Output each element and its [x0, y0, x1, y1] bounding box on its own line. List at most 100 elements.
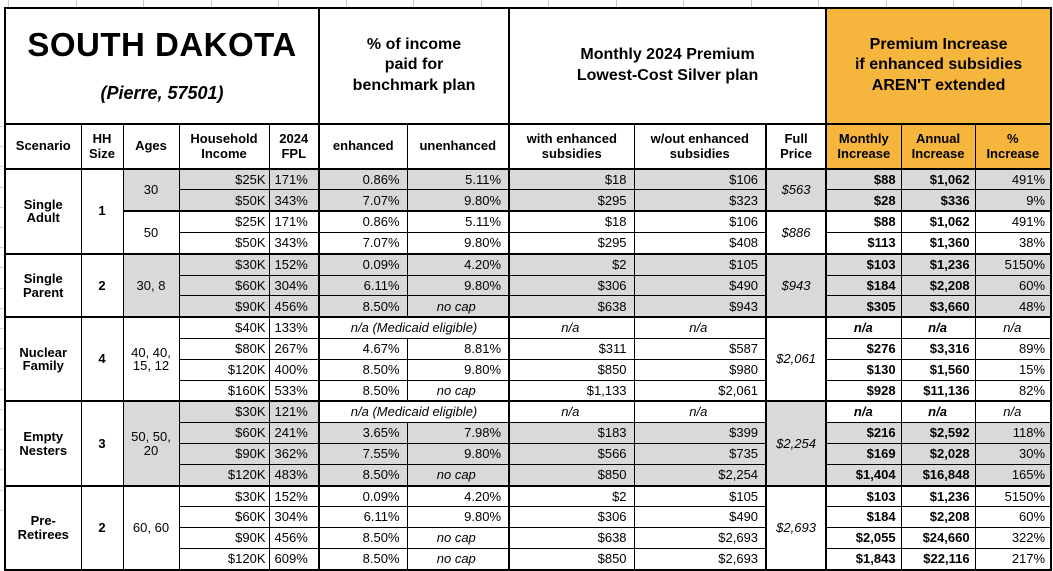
cell-unenhanced: no cap	[406, 527, 511, 549]
cell-fpl: 304%	[268, 274, 321, 297]
col-header-fpl: 2024 FPL	[268, 123, 321, 170]
cell-pct-increase: 165%	[974, 463, 1052, 487]
premium-comparison-table: SOUTH DAKOTA (Pierre, 57501) % of income…	[4, 7, 1053, 571]
cell-income: $90K	[178, 443, 270, 465]
cell-enhanced: 7.07%	[318, 232, 408, 255]
cell-enhanced: 6.11%	[318, 506, 408, 529]
table-row: SOUTH DAKOTA (Pierre, 57501) % of income…	[4, 7, 1052, 125]
cell-income: $60K	[178, 274, 270, 297]
cell-monthly-increase: $103	[825, 252, 902, 276]
cell-with-subsidies: $638	[508, 295, 635, 318]
cell-hh-size: 2	[80, 252, 124, 318]
table-row: Nuclear Family 4 40, 40, 15, 12 $40K 133% n/a…	[4, 316, 1052, 402]
cell-enhanced: 4.67%	[318, 338, 408, 360]
gridline-tick	[0, 368, 4, 370]
gridline-tick	[0, 328, 4, 329]
cell-annual-increase: $22,116	[900, 547, 976, 571]
cell-income: $80K	[178, 338, 270, 360]
gridline-tick	[885, 0, 887, 7]
cell-income: $120K	[178, 463, 270, 487]
cell-with-subsidies: $850	[508, 358, 635, 381]
cell-without-subsidies: n/a	[633, 400, 768, 424]
cell-medicaid-note: n/a (Medicaid eligible)	[318, 400, 511, 424]
cell-pct-increase: 491%	[974, 210, 1052, 234]
gridline-tick	[413, 0, 414, 7]
cell-pct-increase: n/a	[974, 316, 1052, 340]
cell-annual-increase: $16,848	[900, 463, 976, 487]
table-row: Empty Nesters 3 50, 50, 20 $30K 121% n/a (Med…	[4, 400, 1052, 487]
cell-income: $50K	[178, 232, 270, 255]
cell-unenhanced: no cap	[406, 463, 511, 487]
cell-annual-increase: $2,028	[900, 443, 976, 465]
gridline-tick	[953, 0, 954, 7]
cell-annual-increase: $1,236	[900, 484, 976, 508]
col-header-scenario: Scenario	[4, 123, 82, 170]
cell-pct-increase: 60%	[974, 506, 1052, 529]
cell-monthly-increase: n/a	[825, 400, 902, 424]
gridline-tick	[0, 146, 4, 148]
cell-without-subsidies: $2,254	[633, 463, 768, 487]
cell-without-subsidies: $106	[633, 210, 768, 234]
cell-without-subsidies: $490	[633, 506, 768, 529]
cell-monthly-increase: $305	[825, 295, 902, 318]
cell-ages: 60, 60	[122, 484, 180, 571]
cell-scenario: Nuclear Family	[4, 316, 82, 402]
col-header-unenhanced: unenhanced	[406, 123, 511, 170]
cell-unenhanced: 9.80%	[406, 443, 511, 465]
col-header-ages: Ages	[122, 123, 180, 170]
cell-annual-increase: n/a	[900, 400, 976, 424]
cell-fpl: 456%	[268, 527, 321, 549]
cell-scenario: Single Adult	[4, 167, 82, 255]
cell-pct-increase: 89%	[974, 338, 1052, 360]
cell-with-subsidies: $311	[508, 338, 635, 360]
cell-annual-increase: $24,660	[900, 527, 976, 549]
cell-unenhanced: 4.20%	[406, 252, 511, 276]
gridline-tick	[210, 0, 212, 7]
table-row: Single Parent 2 30, 8 $30K 152% 0.09% 4.20% $2 $…	[4, 252, 1052, 318]
cell-fpl: 152%	[268, 484, 321, 508]
cell-income: $30K	[178, 400, 270, 424]
cell-with-subsidies: $850	[508, 547, 635, 571]
cell-with-subsidies: n/a	[508, 316, 635, 340]
cell-fpl: 121%	[268, 400, 321, 424]
cell-income: $30K	[178, 484, 270, 508]
cell-monthly-increase: $28	[825, 189, 902, 212]
cell-without-subsidies: n/a	[633, 316, 768, 340]
gridline-tick	[480, 0, 482, 7]
cell-income: $25K	[178, 167, 270, 191]
col-header-full-price: Full Price	[765, 123, 828, 170]
table-row: Single Adult 1 30 $25K 171% 0.86% 5.11% $18 $106…	[4, 167, 1052, 255]
cell-without-subsidies: $106	[633, 167, 768, 191]
col-header-hh-size: HH Size	[80, 123, 124, 170]
table-row: 50 $25K 171% 0.86% 5.11% $18 $106 $886 $88 $1,062…	[5, 210, 1052, 255]
cell-income: $30K	[178, 252, 270, 276]
cell-without-subsidies: $490	[633, 274, 768, 297]
cell-annual-increase: $11,136	[900, 379, 976, 402]
cell-fpl: 400%	[268, 358, 321, 381]
cell-unenhanced: 9.80%	[406, 232, 511, 255]
cell-with-subsidies: $566	[508, 443, 635, 465]
col-header-without-subsidies: w/out enhanced subsidies	[633, 123, 768, 170]
cell-with-subsidies: $18	[508, 167, 635, 191]
cell-income: $25K	[178, 210, 270, 234]
gridline-tick	[615, 0, 617, 7]
cell-ages: 30	[122, 167, 180, 212]
table-body: Single Adult 1 30 $25K 171% 0.86% 5.11% $18 $106…	[4, 167, 1052, 571]
state-subtitle: (Pierre, 57501)	[100, 82, 224, 103]
cell-monthly-increase: $113	[825, 232, 902, 255]
cell-full-price: $943	[765, 252, 828, 318]
cell-monthly-increase: $1,404	[825, 463, 902, 487]
cell-enhanced: 8.50%	[318, 379, 408, 402]
cell-annual-increase: $2,208	[900, 274, 976, 297]
gridline-tick	[1020, 0, 1022, 7]
cell-enhanced: 8.50%	[318, 463, 408, 487]
cell-fpl: 533%	[268, 379, 321, 402]
col-header-pct-increase: % Increase	[974, 123, 1052, 170]
group-header-benchmark: % of income paid for benchmark plan	[318, 7, 511, 125]
cell-enhanced: 0.86%	[318, 167, 408, 191]
cell-monthly-increase: $276	[825, 338, 902, 360]
cell-annual-increase: $3,660	[900, 295, 976, 318]
cell-enhanced: 8.50%	[318, 527, 408, 549]
col-header-with-subsidies: with enhanced subsidies	[508, 123, 635, 170]
gridline-tick	[0, 227, 4, 228]
